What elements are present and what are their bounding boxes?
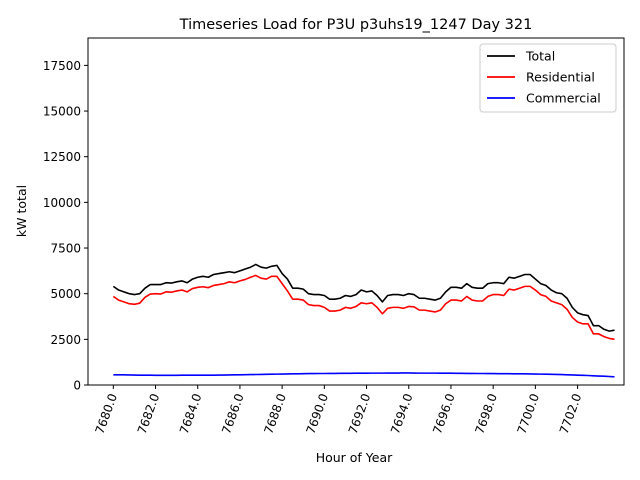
- y-tick-label: 15000: [43, 105, 81, 119]
- x-tick-label: 7700.0: [515, 392, 543, 436]
- plot-frame: [87, 37, 625, 386]
- y-axis-ticks: 0 2500 5000 7500 10000 12500 15000 17500: [43, 59, 88, 393]
- series-line-residential: [112, 274, 615, 341]
- x-tick-label: 7692.0: [346, 392, 374, 436]
- series-line-total: [112, 263, 615, 332]
- y-tick-label: 10000: [43, 196, 81, 210]
- y-tick-label: 17500: [43, 59, 81, 73]
- x-tick-label: 7684.0: [177, 392, 205, 436]
- x-tick-label: 7688.0: [261, 392, 289, 436]
- legend-label-residential: Residential: [526, 70, 595, 85]
- series-layer: [112, 263, 615, 378]
- y-tick-label: 12500: [43, 150, 81, 164]
- x-tick-label: 7698.0: [472, 392, 500, 436]
- x-axis-ticks: 7680.0 7682.0 7684.0 7686.0 7688.0 7690.0 7692…: [93, 385, 585, 436]
- chart-title: Timeseries Load for P3U p3uhs19_1247 Day…: [179, 17, 533, 33]
- x-tick-label: 7686.0: [219, 392, 247, 436]
- y-axis-label: kW total: [14, 185, 29, 237]
- x-tick-label: 7702.0: [557, 392, 585, 436]
- x-axis-label: Hour of Year: [316, 450, 393, 465]
- x-tick-label: 7682.0: [135, 392, 163, 436]
- y-tick-label: 2500: [50, 333, 81, 347]
- x-tick-label: 7690.0: [304, 392, 332, 436]
- x-tick-label: 7680.0: [93, 392, 121, 436]
- series-line-commercial: [113, 372, 615, 378]
- y-tick-label: 5000: [50, 287, 81, 301]
- legend-label-total: Total: [525, 49, 555, 64]
- legend-frame: [479, 43, 617, 113]
- legend: Total Residential Commercial: [479, 43, 617, 113]
- legend-label-commercial: Commercial: [526, 91, 601, 106]
- y-tick-label: 0: [73, 379, 81, 393]
- y-tick-label: 7500: [50, 242, 81, 256]
- x-tick-label: 7694.0: [388, 392, 416, 436]
- x-tick-label: 7696.0: [430, 392, 458, 436]
